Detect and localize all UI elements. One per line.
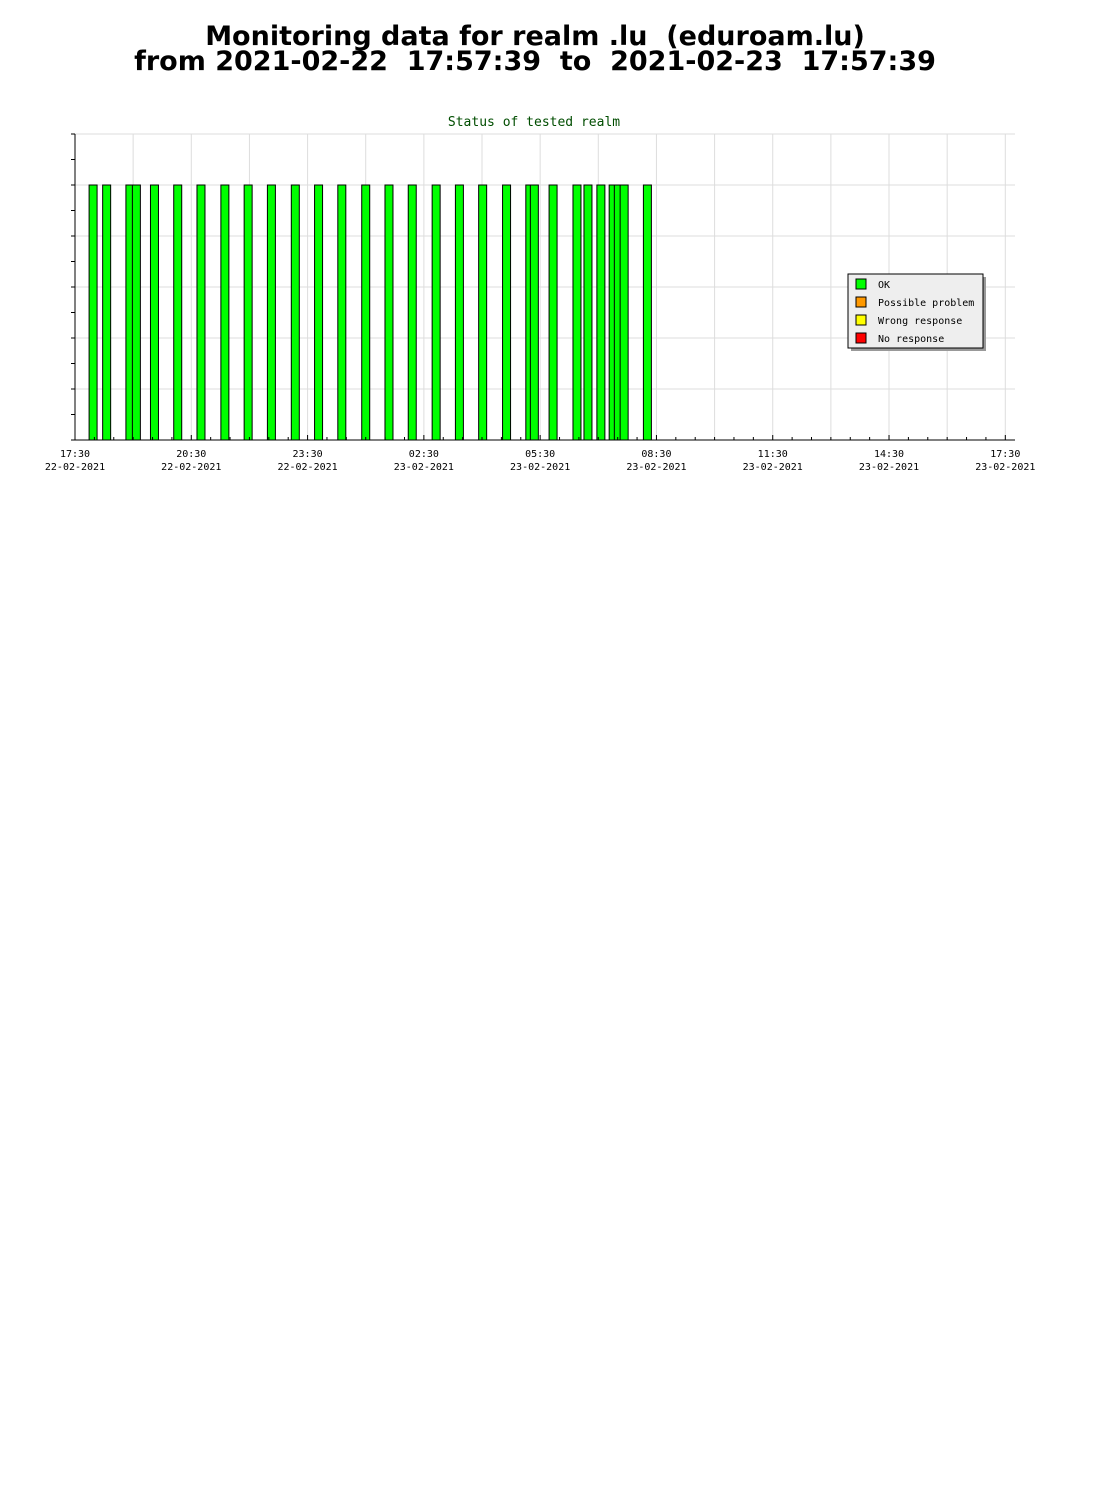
x-tick-label-date: 22-02-2021 xyxy=(161,462,221,473)
x-tick-label-time: 14:30 xyxy=(874,449,904,460)
legend-swatch xyxy=(855,332,867,344)
legend-label: OK xyxy=(878,280,890,291)
chart-title: Status of tested realm xyxy=(448,115,620,130)
status-bar xyxy=(619,184,629,441)
status-bar xyxy=(596,184,606,441)
x-tick-label-date: 23-02-2021 xyxy=(743,462,803,473)
status-bar xyxy=(290,184,300,441)
status-bar xyxy=(502,184,512,441)
status-bar xyxy=(572,184,582,441)
legend-label: Possible problem xyxy=(878,298,974,309)
x-tick-label-time: 02:30 xyxy=(409,449,439,460)
x-tick-label-date: 23-02-2021 xyxy=(859,462,919,473)
status-bar xyxy=(431,184,441,441)
status-bar xyxy=(529,184,539,441)
x-tick-label-date: 23-02-2021 xyxy=(626,462,686,473)
status-bar xyxy=(454,184,464,441)
x-axis-labels: 17:30 22-02-2021 20:30 22-02-2021 23:30 22-02… xyxy=(45,449,1036,473)
status-chart: Status of tested realm 17:30 22-02-2021 20… xyxy=(45,115,1036,473)
status-bar xyxy=(478,184,488,441)
status-bar xyxy=(314,184,324,441)
status-bar xyxy=(548,184,558,441)
x-tick-label-time: 17:30 xyxy=(60,449,90,460)
status-bar xyxy=(337,184,347,441)
x-tick-label-time: 20:30 xyxy=(176,449,206,460)
x-tick-label-date: 23-02-2021 xyxy=(975,462,1035,473)
page-title-line-1: Monitoring data for realm .lu (eduroam.l… xyxy=(205,21,865,52)
x-tick-label-date: 23-02-2021 xyxy=(394,462,454,473)
x-tick-label-time: 23:30 xyxy=(293,449,323,460)
status-bar xyxy=(407,184,417,441)
status-bar xyxy=(361,184,371,441)
legend-box xyxy=(847,273,984,349)
page-title: Monitoring data for realm .lu (eduroam.l… xyxy=(0,21,1070,77)
x-tick-label-time: 11:30 xyxy=(758,449,788,460)
x-tick-label-time: 17:30 xyxy=(990,449,1020,460)
status-bar xyxy=(220,184,230,441)
legend-swatch xyxy=(855,314,867,326)
status-bar xyxy=(149,184,159,441)
x-tick-label-date: 22-02-2021 xyxy=(277,462,337,473)
legend-swatch xyxy=(855,296,867,308)
page-title-line-2: from 2021-02-22 17:57:39 to 2021-02-23 1… xyxy=(134,46,936,77)
status-bar xyxy=(384,184,394,441)
status-bar xyxy=(266,184,276,441)
chart-axes xyxy=(71,133,1015,441)
legend-swatch xyxy=(855,278,867,290)
status-bar xyxy=(243,184,253,441)
status-bar xyxy=(131,184,141,441)
x-tick-label-date: 22-02-2021 xyxy=(45,462,105,473)
status-bar xyxy=(642,184,652,441)
chart-legend: OK Possible problem Wrong response No respo… xyxy=(847,273,986,351)
status-bar xyxy=(196,184,206,441)
legend-label: No response xyxy=(878,334,944,345)
status-bar xyxy=(88,184,98,441)
legend-label: Wrong response xyxy=(878,316,962,327)
x-tick-label-date: 23-02-2021 xyxy=(510,462,570,473)
status-bar xyxy=(102,184,112,441)
x-tick-label-time: 05:30 xyxy=(525,449,555,460)
status-bar xyxy=(173,184,183,441)
x-tick-label-time: 08:30 xyxy=(641,449,671,460)
status-bar xyxy=(583,184,593,441)
